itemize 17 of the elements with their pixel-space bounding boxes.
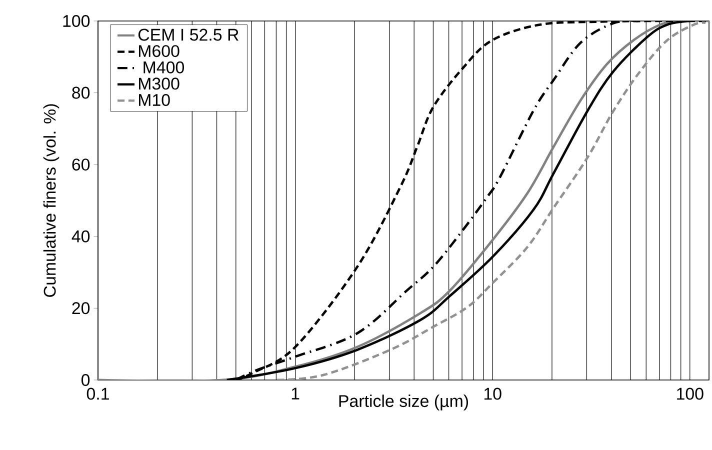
x-tick-label: 1 [292,388,300,400]
legend-label: M600 [138,45,180,58]
legend-label: M400 [144,61,184,74]
y-tick-label: 80 [72,86,90,99]
x-tick-label: 10 [484,388,502,400]
x-tick-label: 100 [677,388,704,400]
y-tick-label: 20 [72,302,90,314]
x-axis-title: Particle size (µm) [339,394,468,410]
y-tick-label: 100 [63,14,90,27]
x-tick-label: 0.1 [86,388,109,400]
legend-label: M10 [138,94,170,106]
y-tick-label: 0 [81,374,90,386]
legend-label: CEM I 52.5 R [138,28,238,41]
y-axis-title: Cumulative finers (vol. %) [43,104,60,297]
legend-label: M300 [138,78,180,90]
y-tick-label: 60 [72,158,90,171]
y-tick-label: 40 [72,230,90,242]
